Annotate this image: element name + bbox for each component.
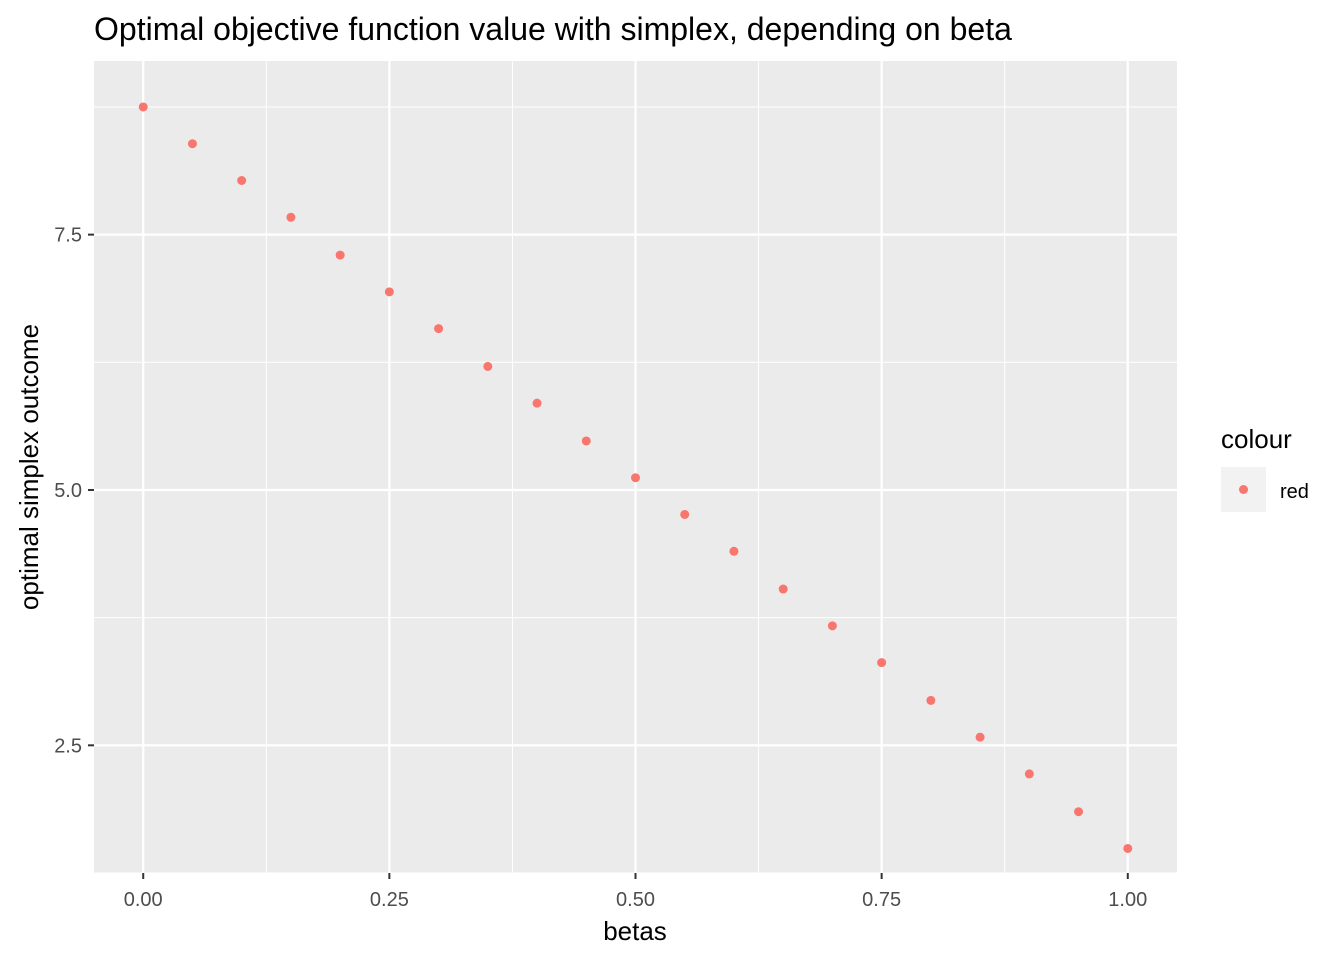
data-point [1025, 769, 1034, 778]
data-point [434, 324, 443, 333]
y-axis-ticks: 2.5 5.0 7.5 [54, 225, 94, 758]
data-point [237, 176, 246, 185]
data-point [1074, 807, 1083, 816]
data-point [926, 696, 935, 705]
data-point [729, 547, 738, 556]
data-point [385, 287, 394, 296]
data-point [582, 436, 591, 445]
data-point [828, 621, 837, 630]
legend-key-point [1239, 485, 1248, 494]
x-tick-label: 0.25 [370, 889, 409, 911]
x-tick-label: 0.00 [124, 889, 163, 911]
data-point [533, 399, 542, 408]
x-axis-title: betas [603, 916, 667, 946]
legend-title: colour [1221, 424, 1292, 454]
data-point [286, 213, 295, 222]
x-tick-label: 1.00 [1108, 889, 1147, 911]
x-tick-label: 0.50 [616, 889, 655, 911]
data-point [779, 585, 788, 594]
data-point [188, 139, 197, 148]
legend: colour red [1221, 424, 1309, 512]
x-tick-label: 0.75 [862, 889, 901, 911]
y-tick-label: 5.0 [54, 480, 82, 502]
data-point [483, 362, 492, 371]
x-axis-ticks: 0.00 0.25 0.50 0.75 1.00 [124, 873, 1147, 911]
y-axis-title: optimal simplex outcome [14, 324, 44, 610]
y-tick-label: 7.5 [54, 225, 82, 247]
data-point [976, 733, 985, 742]
data-point [1123, 844, 1132, 853]
y-tick-label: 2.5 [54, 735, 82, 757]
data-point [877, 658, 886, 667]
data-point [680, 510, 689, 519]
legend-label-red: red [1280, 481, 1309, 503]
data-point [336, 251, 345, 260]
data-point [139, 102, 148, 111]
chart-title: Optimal objective function value with si… [94, 11, 1012, 47]
data-point [631, 473, 640, 482]
